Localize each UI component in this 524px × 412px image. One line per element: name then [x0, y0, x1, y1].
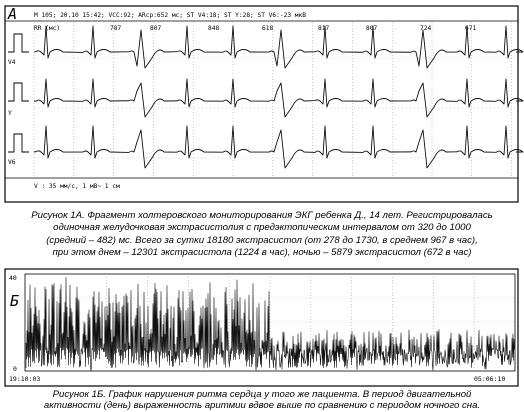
- ecg-status-line: M 105; 20.10 15:42; VCC:92; ARcp:652 мс;…: [34, 12, 306, 19]
- rr-value: 807: [150, 25, 161, 32]
- ecg-figure: А M 105; 20.10 15:42; VCC:92; ARcp:652 м…: [4, 5, 524, 203]
- lead-label: V4: [8, 59, 16, 66]
- caption-b-line: активности (день) выраженность аритмии в…: [43, 400, 481, 411]
- ecg-lead-trace: [33, 78, 524, 118]
- ecg-frame: [4, 5, 519, 203]
- calibration-pulse: [8, 82, 29, 102]
- caption-a-line: (средний – 482) мс. Всего за сутки 18180…: [46, 234, 478, 246]
- calibration-pulse: [8, 133, 29, 153]
- panel-letter-b: Б: [10, 292, 19, 310]
- trend-y-top-label: 40: [9, 274, 17, 282]
- arrhythmia-trend-line: [25, 277, 515, 371]
- caption-a-line: Рисунок 1А. Фрагмент холтеровского монит…: [31, 210, 493, 221]
- ecg-scale-text: V : 35 мм/с, 1 мВ~ 1 см: [34, 183, 120, 190]
- rr-value: 848: [208, 25, 219, 32]
- rr-value: 724: [420, 25, 431, 32]
- ecg-lead-trace: [33, 125, 524, 169]
- caption-figure-b: Рисунок 1Б. График нарушения ритма сердц…: [4, 389, 520, 411]
- ecg-rr-label: RR (мс): [34, 25, 60, 32]
- caption-a-line: при этом днем – 12301 экстрасистола (122…: [52, 247, 472, 259]
- caption-figure-a: Рисунок 1А. Фрагмент холтеровского монит…: [4, 210, 520, 260]
- trend-time-start: 19:10:03: [9, 375, 40, 383]
- rr-value: 807: [366, 25, 377, 32]
- rr-value: 671: [465, 25, 476, 32]
- trend-trace: [25, 277, 515, 371]
- caption-a-line: одиночная желудочковая экстрасистолия с …: [53, 222, 471, 234]
- rr-interval-values: 787 807 848 618 817 807 724 671: [110, 25, 476, 32]
- calibration-pulse: [8, 33, 29, 53]
- trend-y-bottom-label: 0: [13, 365, 17, 373]
- lead-labels: V4 Y V6: [8, 59, 16, 166]
- ecg-traces: [33, 25, 524, 169]
- rr-value: 618: [262, 25, 273, 32]
- trend-outer-frame: [4, 268, 519, 387]
- ecg-lead-trace: [33, 25, 524, 69]
- caption-b-line: Рисунок 1Б. График нарушения ритма сердц…: [52, 389, 472, 400]
- lead-label: V6: [8, 159, 16, 166]
- lead-label: Y: [8, 110, 12, 117]
- arrhythmia-trend-figure: Б 40 0 19:10:03 05:06:10: [4, 268, 519, 387]
- rr-value: 817: [318, 25, 329, 32]
- calibration-pulses: [8, 33, 29, 153]
- panel-letter-a: А: [7, 5, 17, 23]
- trend-time-end: 05:06:10: [474, 375, 505, 383]
- rr-value: 787: [110, 25, 121, 32]
